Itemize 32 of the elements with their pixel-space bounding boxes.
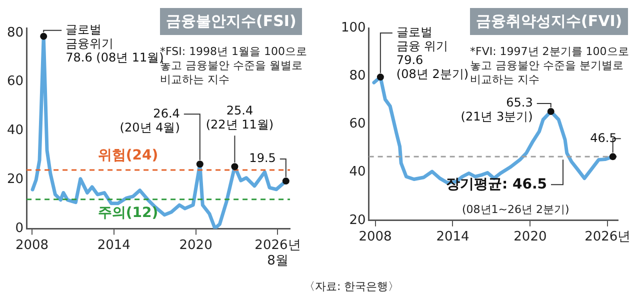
annotation: 46.5 (590, 130, 617, 145)
x-tick-label: 2020 (514, 230, 547, 245)
y-tick-label: 60 (6, 74, 24, 90)
x-tick-label: 2020 (179, 238, 212, 253)
ref-line-label: 위험(24) (98, 148, 158, 164)
y-tick-label: 80 (6, 25, 24, 40)
x-tick-label: 2026년 8월 (254, 238, 301, 269)
y-tick-label: 100 (340, 20, 366, 36)
y-tick-label: 40 (349, 164, 366, 180)
annotation: 글로벌 금융 위기 79.6 (08년 2분기) (396, 25, 469, 82)
chart-title: 금융불안지수(FSI) (160, 8, 302, 35)
annotation: 19.5 (249, 151, 276, 166)
text: 〈자료: 한국은행〉 (304, 280, 400, 294)
x-tick-label: 2014 (436, 230, 470, 245)
y-tick-label: 80 (349, 68, 366, 84)
ref-line-label: 장기평균: 46.5 (446, 176, 547, 192)
x-tick-label: 2014 (97, 238, 130, 253)
y-tick-label: 20 (349, 212, 366, 228)
ref-line-label: 주의(12) (98, 205, 158, 222)
chart-title: 금융취약성지수(FVI) (470, 8, 628, 35)
annotation: 25.4 (22년 11월) (206, 104, 274, 132)
x-tick-label: 2008 (358, 230, 392, 245)
y-tick-label: 40 (6, 123, 24, 138)
annotation: 65.3 (21년 3분기) (460, 96, 533, 124)
y-tick-label: 60 (349, 116, 366, 132)
annotation: 26.4 (20년 4월) (120, 106, 180, 134)
y-tick-label: 20 (6, 172, 24, 188)
annotation: (08년1~26년 2분기) (462, 203, 570, 217)
annotation: *FVI: 1997년 2분기를 100으로 놓고 금융불안 수준을 분기별로 비교하는 지수 (470, 45, 630, 87)
x-tick-label: 2008 (15, 238, 49, 253)
y-tick-label: 0 (15, 221, 24, 236)
x-tick-label: 2026년 (584, 230, 631, 245)
